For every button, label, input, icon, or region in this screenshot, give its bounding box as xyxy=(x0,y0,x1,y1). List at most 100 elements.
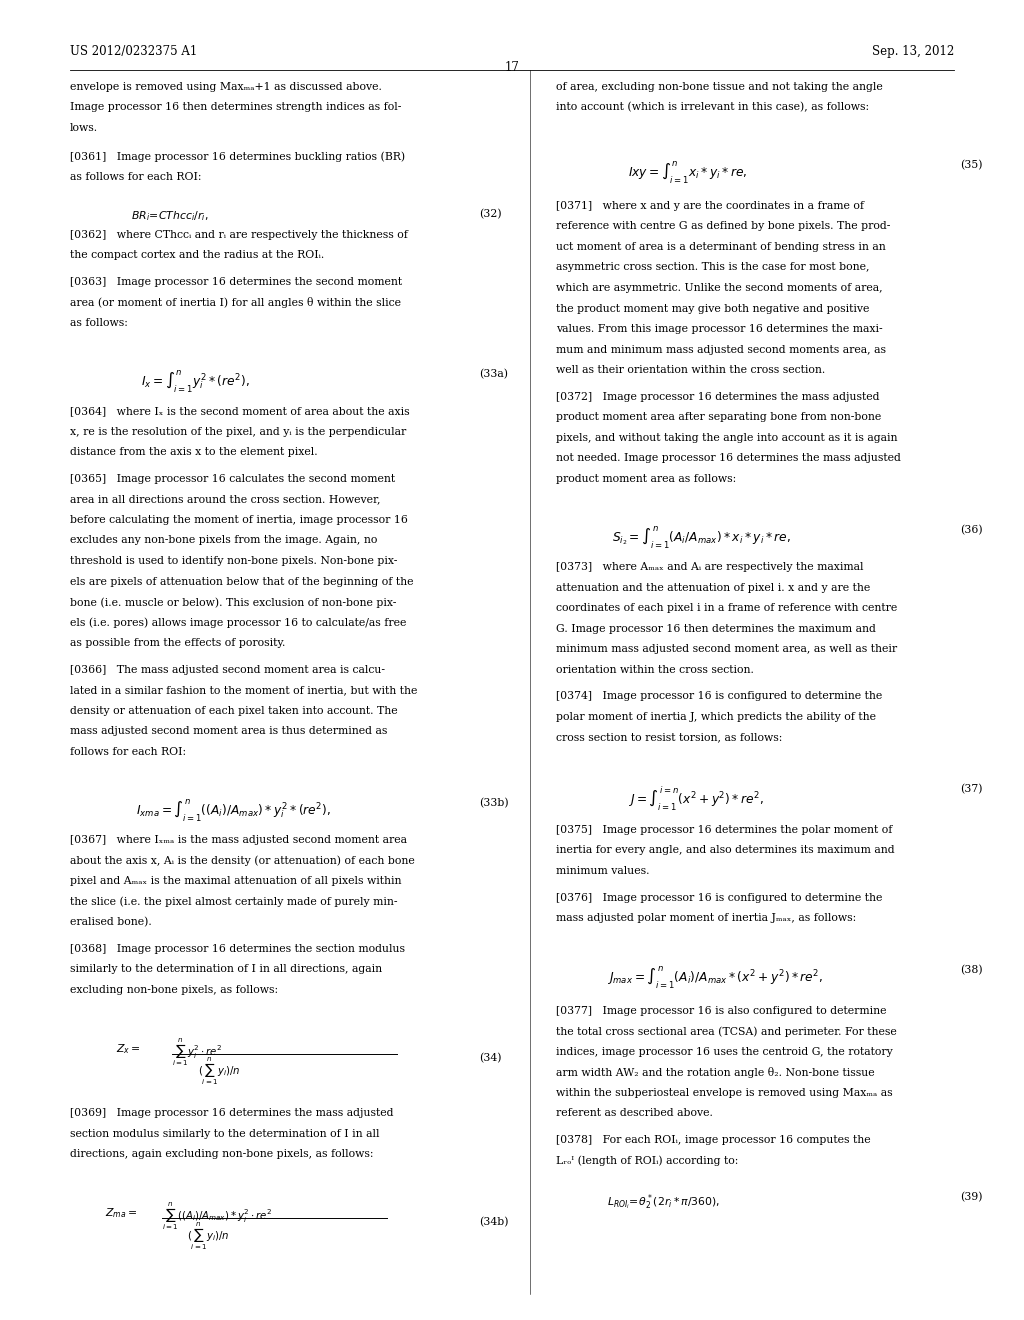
Text: $S_{i_2} = \int_{i=1}^{n} (A_i / A_{max}) * x_i * y_i * re,$: $S_{i_2} = \int_{i=1}^{n} (A_i / A_{max}… xyxy=(612,525,792,552)
Text: about the axis x, Aᵢ is the density (or attenuation) of each bone: about the axis x, Aᵢ is the density (or … xyxy=(70,855,415,866)
Text: [0372]   Image processor 16 determines the mass adjusted: [0372] Image processor 16 determines the… xyxy=(556,392,880,401)
Text: $J = \int_{i=1}^{i=n} (x^2 + y^2) * re^2,$: $J = \int_{i=1}^{i=n} (x^2 + y^2) * re^2… xyxy=(628,784,764,812)
Text: $(\sum_{i=1}^{n} y_i)/n$: $(\sum_{i=1}^{n} y_i)/n$ xyxy=(198,1056,240,1088)
Text: [0364]   where Iₓ is the second moment of area about the axis: [0364] where Iₓ is the second moment of … xyxy=(70,407,410,416)
Text: within the subperiosteal envelope is removed using Maxₘₐ as: within the subperiosteal envelope is rem… xyxy=(556,1088,893,1098)
Text: (33b): (33b) xyxy=(479,799,509,809)
Text: the compact cortex and the radius at the ROIᵢ.: the compact cortex and the radius at the… xyxy=(70,251,324,260)
Text: [0366]   The mass adjusted second moment area is calcu-: [0366] The mass adjusted second moment a… xyxy=(70,665,385,675)
Text: area (or moment of inertia I) for all angles θ within the slice: area (or moment of inertia I) for all an… xyxy=(70,297,400,309)
Text: mass adjusted second moment area is thus determined as: mass adjusted second moment area is thus… xyxy=(70,726,387,737)
Text: threshold is used to identify non-bone pixels. Non-bone pix-: threshold is used to identify non-bone p… xyxy=(70,556,397,566)
Text: Sep. 13, 2012: Sep. 13, 2012 xyxy=(872,45,954,58)
Text: (36): (36) xyxy=(961,525,983,536)
Text: the product moment may give both negative and positive: the product moment may give both negativ… xyxy=(556,304,869,314)
Text: $\sum_{i=1}^{n} ((A_i)/A_{max}) * y_i^2 \cdot re^2$: $\sum_{i=1}^{n} ((A_i)/A_{max}) * y_i^2 … xyxy=(162,1200,272,1232)
Text: [0368]   Image processor 16 determines the section modulus: [0368] Image processor 16 determines the… xyxy=(70,944,404,954)
Text: section modulus similarly to the determination of I in all: section modulus similarly to the determi… xyxy=(70,1129,379,1139)
Text: envelope is removed using Maxₘₐ+1 as discussed above.: envelope is removed using Maxₘₐ+1 as dis… xyxy=(70,82,382,92)
Text: polar moment of inertia J, which predicts the ability of the: polar moment of inertia J, which predict… xyxy=(556,711,877,722)
Text: product moment area as follows:: product moment area as follows: xyxy=(556,474,736,484)
Text: area in all directions around the cross section. However,: area in all directions around the cross … xyxy=(70,495,380,504)
Text: els (i.e. pores) allows image processor 16 to calculate/as free: els (i.e. pores) allows image processor … xyxy=(70,618,406,628)
Text: G. Image processor 16 then determines the maximum and: G. Image processor 16 then determines th… xyxy=(556,624,876,634)
Text: [0375]   Image processor 16 determines the polar moment of: [0375] Image processor 16 determines the… xyxy=(556,825,892,834)
Text: [0371]   where x and y are the coordinates in a frame of: [0371] where x and y are the coordinates… xyxy=(556,201,864,211)
Text: $Z_x =$: $Z_x =$ xyxy=(116,1043,140,1056)
Text: [0374]   Image processor 16 is configured to determine the: [0374] Image processor 16 is configured … xyxy=(556,692,883,701)
Text: bone (i.e. muscle or below). This exclusion of non-bone pix-: bone (i.e. muscle or below). This exclus… xyxy=(70,597,396,607)
Text: lated in a similar fashion to the moment of inertia, but with the: lated in a similar fashion to the moment… xyxy=(70,685,417,696)
Text: [0376]   Image processor 16 is configured to determine the: [0376] Image processor 16 is configured … xyxy=(556,892,883,903)
Text: $I_{xma} = \int_{i=1}^{n} ((A_i) / A_{max}) * y_i^2 * (re^2),$: $I_{xma} = \int_{i=1}^{n} ((A_i) / A_{ma… xyxy=(136,799,332,824)
Text: [0377]   Image processor 16 is also configured to determine: [0377] Image processor 16 is also config… xyxy=(556,1006,887,1015)
Text: inertia for every angle, and also determines its maximum and: inertia for every angle, and also determ… xyxy=(556,845,895,855)
Text: mum and minimum mass adjusted second moments area, as: mum and minimum mass adjusted second mom… xyxy=(556,345,886,355)
Text: pixels, and without taking the angle into account as it is again: pixels, and without taking the angle int… xyxy=(556,433,897,442)
Text: before calculating the moment of inertia, image processor 16: before calculating the moment of inertia… xyxy=(70,515,408,525)
Text: US 2012/0232375 A1: US 2012/0232375 A1 xyxy=(70,45,197,58)
Text: Lᵣₒᴵ (length of ROIᵢ) according to:: Lᵣₒᴵ (length of ROIᵢ) according to: xyxy=(556,1155,738,1166)
Text: coordinates of each pixel i in a frame of reference with centre: coordinates of each pixel i in a frame o… xyxy=(556,603,897,614)
Text: distance from the axis x to the element pixel.: distance from the axis x to the element … xyxy=(70,447,317,457)
Text: [0361]   Image processor 16 determines buckling ratios (BR): [0361] Image processor 16 determines buc… xyxy=(70,152,404,162)
Text: [0378]   For each ROIᵢ, image processor 16 computes the: [0378] For each ROIᵢ, image processor 16… xyxy=(556,1135,870,1144)
Text: (33a): (33a) xyxy=(479,370,508,380)
Text: $(\sum_{i=1}^{n} y_i)/n$: $(\sum_{i=1}^{n} y_i)/n$ xyxy=(187,1220,229,1251)
Text: [0365]   Image processor 16 calculates the second moment: [0365] Image processor 16 calculates the… xyxy=(70,474,395,484)
Text: not needed. Image processor 16 determines the mass adjusted: not needed. Image processor 16 determine… xyxy=(556,453,901,463)
Text: minimum values.: minimum values. xyxy=(556,866,649,876)
Text: mass adjusted polar moment of inertia Jₘₐₓ, as follows:: mass adjusted polar moment of inertia Jₘ… xyxy=(556,913,856,923)
Text: referent as described above.: referent as described above. xyxy=(556,1107,713,1118)
Text: $L_{ROI_i}\!=\!\theta_2^*(2r_i*\pi/360),$: $L_{ROI_i}\!=\!\theta_2^*(2r_i*\pi/360),… xyxy=(607,1192,721,1212)
Text: lows.: lows. xyxy=(70,123,97,133)
Text: minimum mass adjusted second moment area, as well as their: minimum mass adjusted second moment area… xyxy=(556,644,897,655)
Text: cross section to resist torsion, as follows:: cross section to resist torsion, as foll… xyxy=(556,733,782,743)
Text: as follows for each ROI:: as follows for each ROI: xyxy=(70,172,201,182)
Text: els are pixels of attenuation below that of the beginning of the: els are pixels of attenuation below that… xyxy=(70,577,413,586)
Text: of area, excluding non-bone tissue and not taking the angle: of area, excluding non-bone tissue and n… xyxy=(556,82,883,92)
Text: reference with centre G as defined by bone pixels. The prod-: reference with centre G as defined by bo… xyxy=(556,222,891,231)
Text: [0367]   where Iₓₘₐ is the mass adjusted second moment area: [0367] where Iₓₘₐ is the mass adjusted s… xyxy=(70,836,407,845)
Text: (37): (37) xyxy=(961,784,983,795)
Text: [0369]   Image processor 16 determines the mass adjusted: [0369] Image processor 16 determines the… xyxy=(70,1107,393,1118)
Text: [0362]   where CThccᵢ and rᵢ are respectively the thickness of: [0362] where CThccᵢ and rᵢ are respectiv… xyxy=(70,230,408,240)
Text: pixel and Aₘₐₓ is the maximal attenuation of all pixels within: pixel and Aₘₐₓ is the maximal attenuatio… xyxy=(70,876,401,886)
Text: the total cross sectional area (TCSA) and perimeter. For these: the total cross sectional area (TCSA) an… xyxy=(556,1026,897,1036)
Text: x, re is the resolution of the pixel, and yᵢ is the perpendicular: x, re is the resolution of the pixel, an… xyxy=(70,426,406,437)
Text: (32): (32) xyxy=(479,209,502,219)
Text: orientation within the cross section.: orientation within the cross section. xyxy=(556,665,754,675)
Text: asymmetric cross section. This is the case for most bone,: asymmetric cross section. This is the ca… xyxy=(556,263,869,272)
Text: $J_{max} = \int_{i=1}^{n} (A_i)/A_{max} * (x^2 + y^2) * re^2,$: $J_{max} = \int_{i=1}^{n} (A_i)/A_{max} … xyxy=(607,965,823,990)
Text: $I_x = \int_{i=1}^{n} y_i^2 * (re^2),$: $I_x = \int_{i=1}^{n} y_i^2 * (re^2),$ xyxy=(141,370,250,395)
Text: $Z_{ma} =$: $Z_{ma} =$ xyxy=(105,1206,137,1221)
Text: indices, image processor 16 uses the centroid G, the rotatory: indices, image processor 16 uses the cen… xyxy=(556,1047,893,1056)
Text: (34b): (34b) xyxy=(479,1217,509,1228)
Text: as possible from the effects of porosity.: as possible from the effects of porosity… xyxy=(70,638,285,648)
Text: (38): (38) xyxy=(961,965,983,974)
Text: Image processor 16 then determines strength indices as fol-: Image processor 16 then determines stren… xyxy=(70,103,401,112)
Text: similarly to the determination of I in all directions, again: similarly to the determination of I in a… xyxy=(70,965,382,974)
Text: excluding non-bone pixels, as follows:: excluding non-bone pixels, as follows: xyxy=(70,985,278,995)
Text: (34): (34) xyxy=(479,1053,502,1063)
Text: which are asymmetric. Unlike the second moments of area,: which are asymmetric. Unlike the second … xyxy=(556,282,883,293)
Text: [0373]   where Aₘₐₓ and Aᵢ are respectively the maximal: [0373] where Aₘₐₓ and Aᵢ are respectivel… xyxy=(556,562,863,572)
Text: (39): (39) xyxy=(961,1192,983,1203)
Text: excludes any non-bone pixels from the image. Again, no: excludes any non-bone pixels from the im… xyxy=(70,536,377,545)
Text: $Ixy = \int_{i=1}^{n} x_i * y_i * re,$: $Ixy = \int_{i=1}^{n} x_i * y_i * re,$ xyxy=(628,160,746,186)
Text: as follows:: as follows: xyxy=(70,318,128,327)
Text: arm width AW₂ and the rotation angle θ₂. Non-bone tissue: arm width AW₂ and the rotation angle θ₂.… xyxy=(556,1067,874,1078)
Text: $\sum_{i=1}^{n} y_i^2 \cdot re^2$: $\sum_{i=1}^{n} y_i^2 \cdot re^2$ xyxy=(172,1036,222,1068)
Text: into account (which is irrelevant in this case), as follows:: into account (which is irrelevant in thi… xyxy=(556,103,869,112)
Text: well as their orientation within the cross section.: well as their orientation within the cro… xyxy=(556,366,825,375)
Text: uct moment of area is a determinant of bending stress in an: uct moment of area is a determinant of b… xyxy=(556,242,886,252)
Text: (35): (35) xyxy=(961,160,983,170)
Text: the slice (i.e. the pixel almost certainly made of purely min-: the slice (i.e. the pixel almost certain… xyxy=(70,896,397,907)
Text: values. From this image processor 16 determines the maxi-: values. From this image processor 16 det… xyxy=(556,323,883,334)
Text: [0363]   Image processor 16 determines the second moment: [0363] Image processor 16 determines the… xyxy=(70,277,401,286)
Text: attenuation and the attenuation of pixel i. x and y are the: attenuation and the attenuation of pixel… xyxy=(556,582,870,593)
Text: product moment area after separating bone from non-bone: product moment area after separating bon… xyxy=(556,412,882,422)
Text: directions, again excluding non-bone pixels, as follows:: directions, again excluding non-bone pix… xyxy=(70,1150,373,1159)
Text: density or attenuation of each pixel taken into account. The: density or attenuation of each pixel tak… xyxy=(70,706,397,715)
Text: eralised bone).: eralised bone). xyxy=(70,917,152,928)
